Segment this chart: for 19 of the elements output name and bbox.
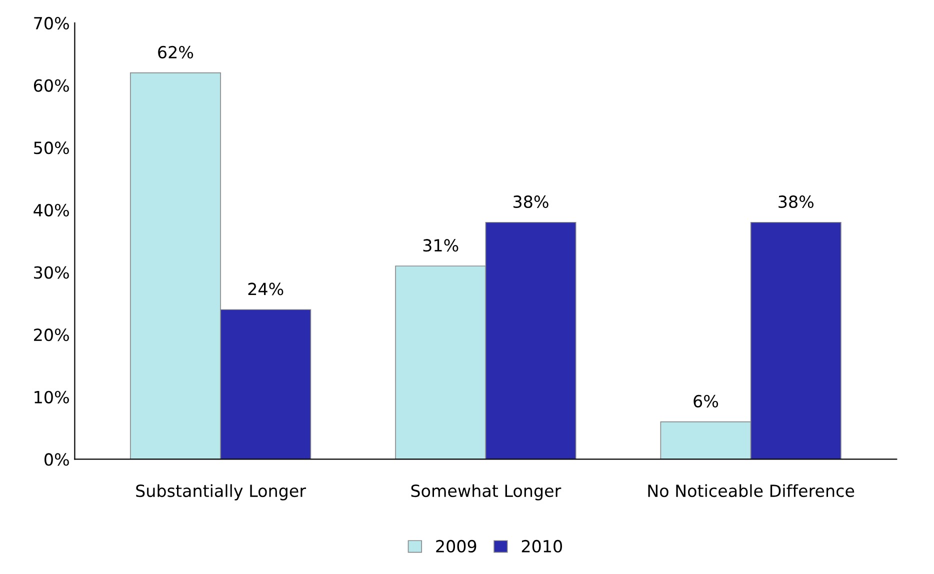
data-label: 24% [248,282,284,296]
legend-label: 2010 [522,540,562,553]
x-tick-label: Substantially Longer [136,484,306,500]
y-tick-label: 60% [34,79,69,92]
data-label: 31% [423,239,458,252]
data-label: 38% [778,195,814,208]
legend-label: 2009 [436,540,476,553]
data-label: 38% [514,195,548,208]
x-tick-label: No Noticeable Difference [648,484,854,498]
y-tick-label: 50% [34,142,69,154]
x-tick-label: Somewhat Longer [411,484,562,500]
y-tick-label: 20% [34,328,69,342]
data-label: 62% [158,46,194,58]
data-label: 6% [694,394,718,408]
y-tick-label: 10% [34,390,69,404]
y-tick-label: 70% [34,16,69,30]
y-tick-label: 0% [44,453,69,466]
y-tick-label: 40% [34,204,69,216]
y-tick-label: 30% [34,266,69,279]
